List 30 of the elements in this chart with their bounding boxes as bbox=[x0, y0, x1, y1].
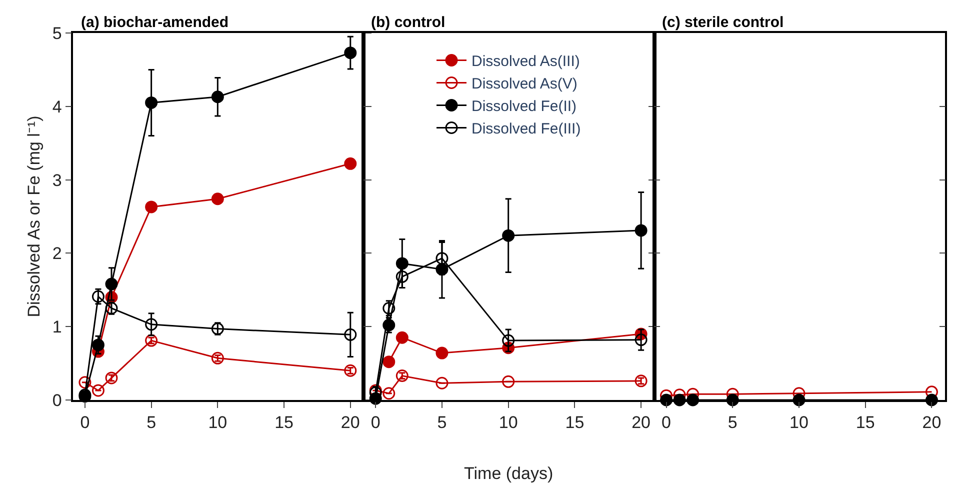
legend-label: Dissolved As(V) bbox=[472, 76, 578, 93]
legend-label: Dissolved As(III) bbox=[472, 53, 580, 70]
x-tick-label: 0 bbox=[370, 413, 380, 432]
legend-label: Dissolved Fe(II) bbox=[472, 98, 577, 116]
y-tick-label: 1 bbox=[52, 318, 62, 337]
x-tick-label: 0 bbox=[662, 413, 672, 432]
x-tick-label: 15 bbox=[856, 413, 875, 432]
y-tick-label: 2 bbox=[52, 244, 62, 264]
y-tick-label: 4 bbox=[52, 97, 62, 116]
chart-title: (a) biochar-amended bbox=[81, 14, 229, 31]
chart-title: (c) sterile control bbox=[662, 14, 784, 31]
legend-label: Dissolved Fe(III) bbox=[472, 120, 581, 138]
x-tick-label: 5 bbox=[437, 413, 447, 432]
x-tick-label: 5 bbox=[728, 413, 738, 432]
x-tick-label: 10 bbox=[208, 413, 228, 432]
x-tick-label: 15 bbox=[565, 413, 584, 432]
y-tick-label: 3 bbox=[52, 170, 62, 190]
x-tick-label: 20 bbox=[340, 413, 360, 432]
x-tick-label: 10 bbox=[790, 413, 808, 432]
x-tick-label: 20 bbox=[922, 413, 942, 432]
x-tick-label: 0 bbox=[80, 413, 90, 432]
x-tick-label: 10 bbox=[498, 413, 518, 432]
y-axis-title: Dissolved As or Fe (mg l⁻¹) bbox=[24, 116, 44, 318]
x-tick-label: 5 bbox=[146, 413, 156, 432]
x-tick-label: 15 bbox=[274, 413, 294, 432]
x-axis-title: Time (days) bbox=[464, 464, 554, 483]
y-tick-label: 5 bbox=[52, 24, 62, 43]
chart-title: (b) control bbox=[371, 14, 446, 31]
x-tick-label: 20 bbox=[632, 413, 651, 432]
y-tick-label: 0 bbox=[52, 390, 62, 410]
